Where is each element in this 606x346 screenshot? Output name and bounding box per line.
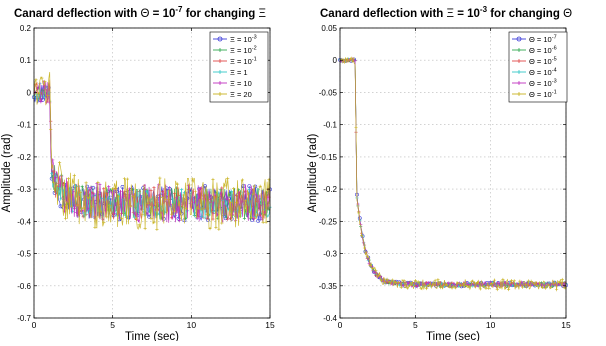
y-tick-label: -0.4 [17, 217, 31, 226]
y-tick-label: -0.4 [323, 314, 337, 323]
x-tick-label: 5 [413, 320, 418, 330]
x-tick-label: 10 [187, 320, 197, 330]
y-tick-label: 0 [27, 88, 32, 97]
chart-title: Canard deflection with Ξ = 10-3 for chan… [320, 5, 572, 20]
y-tick-label: -0.3 [17, 185, 31, 194]
y-tick-label: -0.15 [319, 153, 338, 162]
y-tick-label: -0.1 [17, 121, 31, 130]
x-axis-label: Time (sec) [125, 331, 179, 341]
y-tick-label: 0.05 [321, 24, 337, 33]
legend-label: Ξ = 1 [230, 68, 248, 77]
x-tick-label: 10 [486, 320, 496, 330]
y-tick-label: -0.6 [17, 282, 31, 291]
y-tick-label: 0 [333, 56, 338, 65]
y-axis-label: Amplitude (rad) [307, 134, 319, 213]
y-tick-label: -0.5 [17, 250, 31, 259]
y-tick-label: -0.2 [17, 153, 31, 162]
legend-label: Ξ = 20 [230, 90, 252, 99]
x-tick-label: 5 [110, 320, 115, 330]
y-tick-label: -0.35 [319, 282, 338, 291]
chart-2: 0 5 10 15 0.05 0 -0.05 -0.1 -0.15 -0.2 -0.25 -0.3 -0… [307, 5, 572, 341]
y-tick-label: 0.1 [20, 56, 32, 65]
y-tick-label: -0.2 [323, 185, 337, 194]
x-tick-label: 0 [338, 320, 343, 330]
y-tick-label: -0.1 [323, 121, 337, 130]
y-axis-label: Amplitude (rad) [1, 134, 13, 213]
y-tick-label: -0.05 [319, 88, 338, 97]
y-tick-label: -0.7 [17, 314, 31, 323]
legend-label: Ξ = 10 [230, 79, 252, 88]
y-tick-label: -0.25 [319, 217, 338, 226]
x-tick-label: 0 [32, 320, 37, 330]
x-axis-label: Time (sec) [426, 331, 480, 341]
y-tick-label: 0.2 [20, 24, 32, 33]
legend: Ξ = 10-3Ξ = 10-2Ξ = 10-1Ξ = 1Ξ = 10Ξ = 2… [210, 32, 268, 102]
y-tick-label: -0.3 [323, 250, 337, 259]
chart-1: 0 5 10 15 0.2 0.1 0 -0.1 -0.2 -0.3 -0.4 -0.5 -0.6 -0.… [1, 5, 275, 341]
legend: Θ = 10-7Θ = 10-6Θ = 10-5Θ = 10-4Θ = 10-3… [509, 32, 567, 102]
chart-title: Canard deflection with Θ = 10-7 for chan… [14, 5, 266, 20]
x-tick-label: 15 [265, 320, 275, 330]
x-tick-label: 15 [561, 320, 571, 330]
